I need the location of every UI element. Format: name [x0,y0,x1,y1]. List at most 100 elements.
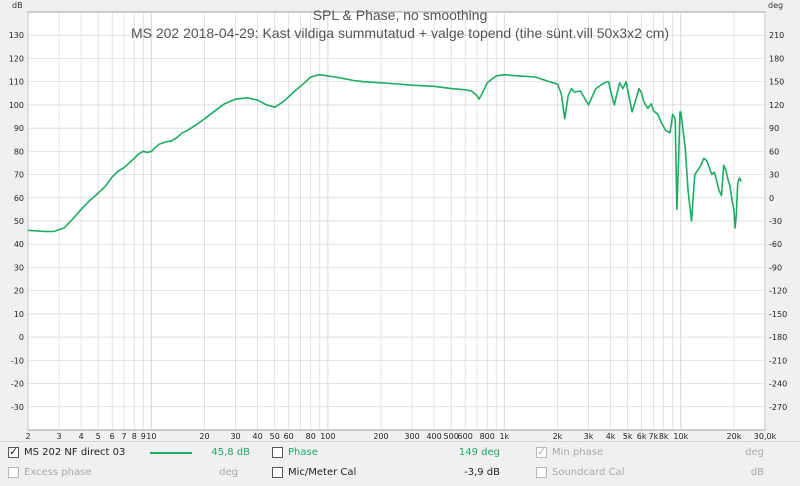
y-right-tick-label: -90 [769,263,782,272]
chart-title: SPL & Phase, no smoothing [313,7,488,23]
x-tick-label: 8 [132,432,137,440]
spl-phase-chart: 2 3 4 5 6 7 8 9 10 20 30 40 50 60 80 100 200 300 400 500 600… [8,1,788,440]
y-right-tick-label: 210 [769,31,784,40]
y-right-tick-label: 60 [769,147,779,156]
x-tick-label: 600 [458,432,473,440]
legend-trace-toggle[interactable]: ✓ MS 202 NF direct 03 [8,444,138,462]
y-left-tick-label: 50 [14,217,24,226]
y-right-tick-label: 30 [769,171,779,180]
y-left-tick-label: -20 [11,380,24,389]
x-tick-label: 4k [606,432,616,440]
y-left-tick-label: 130 [9,31,24,40]
y-left-tick-label: -30 [11,403,24,412]
y-right-tick-label: 90 [769,124,779,133]
x-tick-label: 20 [199,432,209,440]
x-tick-label: 30,0k [754,432,777,440]
legend-soundcard-toggle: Soundcard Cal [536,464,656,482]
y-left-tick-label: 90 [14,124,24,133]
y-right-tick-label: -240 [769,380,787,389]
y-right-tick-label: -30 [769,217,782,226]
y-right-tick-label: -150 [769,310,787,319]
y-left-tick-label: -10 [11,356,24,365]
x-tick-label: 5 [96,432,101,440]
trace-name-label: MS 202 NF direct 03 [24,447,126,458]
x-tick-label: 20k [727,432,742,440]
x-tick-label: 10k [673,432,688,440]
mic-cal-label: Mic/Meter Cal [288,467,357,478]
y-right-tick-label: 150 [769,78,784,87]
y-left-tick-label: 40 [14,240,24,249]
soundcard-unit: dB [750,467,764,478]
x-tick-label: 400 [426,432,441,440]
excess-unit: deg [219,467,238,478]
chart-canvas: 2 3 4 5 6 7 8 9 10 20 30 40 50 60 80 100 200 300 400 500600… [9,1,787,440]
x-tick-label: 7k [649,432,659,440]
y-right-unit-label: deg [768,1,783,10]
x-tick-label: 9 [141,432,146,440]
y-left-tick-label: 60 [14,194,24,203]
y-right-tick-label: -270 [769,403,787,412]
x-tick-label: 2 [25,432,30,440]
y-right-tick-label: 120 [769,101,784,110]
x-tick-label: 500 [444,432,459,440]
spl-series-line [27,73,742,233]
mic-cal-checkbox[interactable] [272,467,283,478]
x-tick-label: 300 [404,432,419,440]
x-tick-label: 8k [659,432,669,440]
mic-cal-value: -3,9 dB [464,467,500,478]
soundcard-label: Soundcard Cal [552,467,625,478]
y-right-tick-label: 180 [769,54,784,63]
excess-label: Excess phase [24,467,92,478]
y-left-tick-label: 30 [14,263,24,272]
series-layer [27,73,742,233]
x-tick-label: 80 [306,432,316,440]
y-right-tick-label: -120 [769,287,787,296]
y-left-tick-label: 100 [9,101,24,110]
legend-excess-toggle: Excess phase [8,464,138,482]
y-right-tick-label: 0 [769,194,774,203]
y-left-tick-label: 10 [14,310,24,319]
gridlines [27,12,766,430]
x-tick-label: 200 [373,432,388,440]
x-tick-label: 800 [480,432,495,440]
legend-minphase-toggle: ✓ Min phase [536,444,656,462]
x-tick-label: 100 [320,432,335,440]
legend-mic-toggle[interactable]: Mic/Meter Cal [272,464,392,482]
trace-value: 45,8 dB [211,447,250,458]
minphase-label: Min phase [552,447,604,458]
axes: 2 3 4 5 6 7 8 9 10 20 30 40 50 60 80 100 200 300 400 500600… [9,31,787,440]
x-tick-label: 6k [637,432,647,440]
legend-panel: ✓ MS 202 NF direct 03 45,8 dB Phase 149 … [0,441,800,486]
y-right-tick-label: -210 [769,356,787,365]
x-tick-label: 50 [270,432,280,440]
trace-checkbox[interactable]: ✓ [8,445,19,458]
x-tick-label: 30 [230,432,240,440]
x-tick-label: 5k [623,432,633,440]
x-tick-label: 6 [110,432,115,440]
y-right-tick-label: -180 [769,333,787,342]
minphase-checkbox: ✓ [536,445,547,458]
phase-label: Phase [288,447,318,458]
y-left-tick-label: 110 [9,78,24,87]
y-left-tick-label: 80 [14,147,24,156]
x-tick-label: 3k [584,432,594,440]
y-left-unit-label: dB [12,1,23,10]
phase-value: 149 deg [458,447,500,458]
trace-color-swatch[interactable] [150,452,192,454]
x-tick-label: 60 [284,432,294,440]
minphase-unit: deg [745,447,764,458]
legend-phase-toggle[interactable]: Phase [272,444,372,462]
excess-checkbox [8,467,19,478]
x-tick-label: 40 [253,432,263,440]
y-left-tick-label: 20 [14,287,24,296]
phase-checkbox[interactable] [272,447,283,458]
x-tick-label: 2k [553,432,563,440]
x-tick-label: 7 [121,432,126,440]
x-tick-label: 10 [146,432,156,440]
x-tick-label: 1k [499,432,509,440]
y-right-tick-label: -60 [769,240,782,249]
x-tick-label: 4 [79,432,84,440]
y-left-tick-label: 70 [14,171,24,180]
chart-subtitle: MS 202 2018-04-29: Kast vildiga summutat… [131,25,669,41]
soundcard-checkbox [536,467,547,478]
